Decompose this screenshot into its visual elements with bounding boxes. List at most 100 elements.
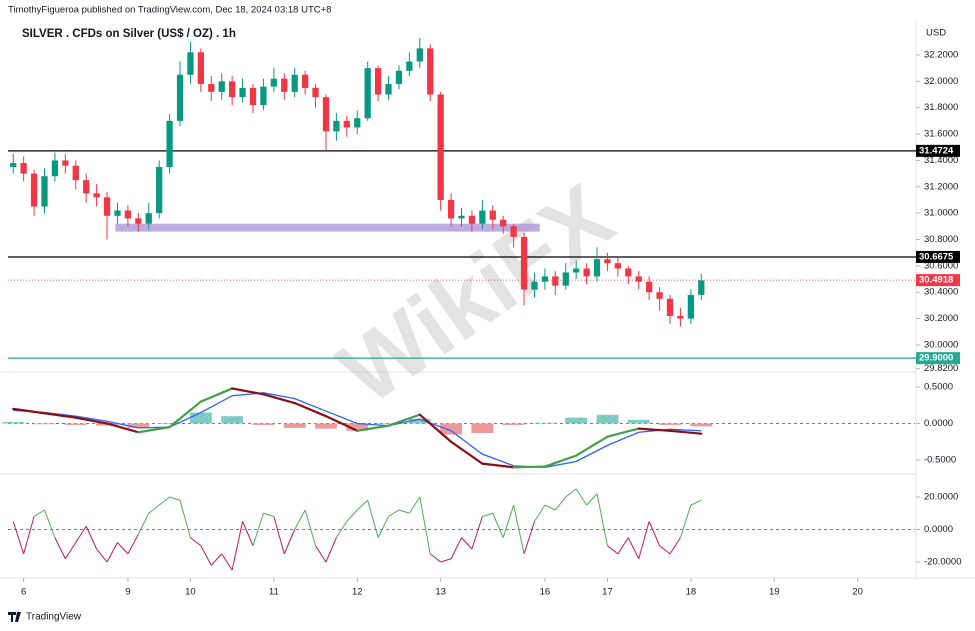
macd-line: [262, 393, 296, 405]
oscillator-line: [54, 537, 66, 559]
x-tick-label: 6: [21, 587, 26, 598]
macd-line: [293, 401, 328, 418]
oscillator-line: [200, 545, 212, 566]
oscillator-line: [523, 521, 535, 555]
logo: [8, 612, 21, 622]
oscillator-line: [596, 493, 608, 546]
y-tick-label: 31.6000: [924, 129, 958, 140]
candle-body: [51, 160, 59, 177]
macd-line: [43, 412, 77, 419]
candle-body: [604, 259, 611, 264]
footer: TradingView: [26, 612, 82, 623]
oscillator-line: [106, 542, 118, 563]
byline: TimothyFigueroa published on TradingView…: [8, 5, 331, 16]
oscillator-line: [242, 521, 254, 546]
oscillator-line: [44, 509, 56, 538]
histogram-bar: [533, 422, 556, 424]
level-label: 30.6675: [919, 251, 954, 262]
y-tick-label: 31.0000: [924, 208, 958, 219]
candle-body: [187, 52, 194, 75]
macd-line: [74, 416, 109, 425]
candle-body: [520, 236, 528, 290]
y-tick-label: 30.4000: [924, 287, 958, 298]
y-tick-label: 30.0000: [924, 339, 958, 350]
oscillator-line: [440, 558, 452, 563]
histogram-bar: [158, 423, 181, 424]
y-tick-label: 32.2000: [924, 49, 958, 60]
oscillator-line: [607, 545, 619, 555]
candle-body: [124, 210, 132, 219]
candle-body: [510, 226, 517, 237]
histogram-bar: [2, 422, 25, 424]
histogram-bar: [690, 423, 713, 427]
candle-body: [573, 268, 580, 273]
candle-body: [176, 74, 184, 121]
oscillator-line: [513, 505, 525, 554]
x-tick-label: 20: [852, 587, 863, 598]
x-tick-label: 9: [125, 587, 130, 598]
level-label: 30.4918: [919, 275, 953, 286]
candle-body: [406, 61, 413, 71]
candle-body: [145, 213, 152, 224]
candle-body: [218, 81, 225, 92]
candle-body: [114, 210, 121, 216]
y-tick-label: 31.4000: [924, 155, 958, 166]
oscillator-line: [221, 553, 233, 571]
oscillator-line: [273, 516, 285, 555]
oscillator-line: [179, 500, 191, 538]
candle-body: [322, 97, 330, 132]
candle-body: [156, 167, 163, 214]
oscillator-line: [304, 509, 317, 546]
y-tick-label: 30.2000: [924, 313, 958, 324]
oscillator-line: [335, 521, 348, 538]
histogram-bar: [627, 419, 650, 424]
candle-body: [135, 218, 142, 224]
macd-line: [668, 429, 703, 435]
candle-body: [531, 281, 538, 290]
candle-body: [385, 83, 392, 95]
histogram-bar: [315, 423, 337, 429]
x-tick-label: 18: [686, 587, 697, 598]
candle-body: [103, 197, 111, 216]
level-label-box: [916, 274, 960, 287]
histogram-bar: [346, 423, 369, 431]
oscillator-line: [96, 548, 108, 563]
histogram-bar: [440, 423, 463, 435]
macd-line: [481, 462, 515, 469]
macd-line: [137, 426, 171, 434]
oscillator-line: [492, 513, 504, 538]
candle-body: [166, 120, 173, 167]
y-tick-label: 20.0000: [924, 492, 958, 503]
oscillator-line: [388, 509, 400, 517]
histogram-bar: [221, 416, 244, 424]
histogram-bar: [596, 414, 619, 424]
candle-body: [281, 78, 288, 92]
macd-line: [199, 387, 234, 403]
y-tick-label: 0.5000: [924, 381, 953, 392]
oscillator-line: [429, 553, 441, 563]
histogram-bar: [252, 423, 275, 425]
candle-body: [62, 160, 69, 166]
histogram-bar: [283, 423, 306, 428]
currency: USD: [926, 28, 946, 39]
oscillator-line: [679, 504, 692, 538]
oscillator-line: [534, 504, 546, 522]
candle-body: [260, 86, 267, 106]
y-tick-label: 30.8000: [924, 234, 958, 245]
candle-body: [583, 268, 590, 277]
y-tick-label: 31.2000: [924, 181, 958, 192]
histogram-bar: [565, 417, 588, 424]
candle-body: [541, 276, 549, 282]
oscillator-line: [502, 504, 515, 538]
histogram-bar: [659, 423, 681, 425]
candle-body: [93, 193, 100, 198]
oscillator-line: [158, 496, 170, 506]
oscillator-line: [690, 499, 702, 506]
macd-line: [356, 424, 390, 432]
histogram-bar: [33, 423, 56, 425]
x-tick-label: 16: [540, 587, 551, 598]
candle-body: [343, 120, 350, 128]
candle-body: [270, 78, 277, 87]
candle-body: [249, 87, 257, 106]
